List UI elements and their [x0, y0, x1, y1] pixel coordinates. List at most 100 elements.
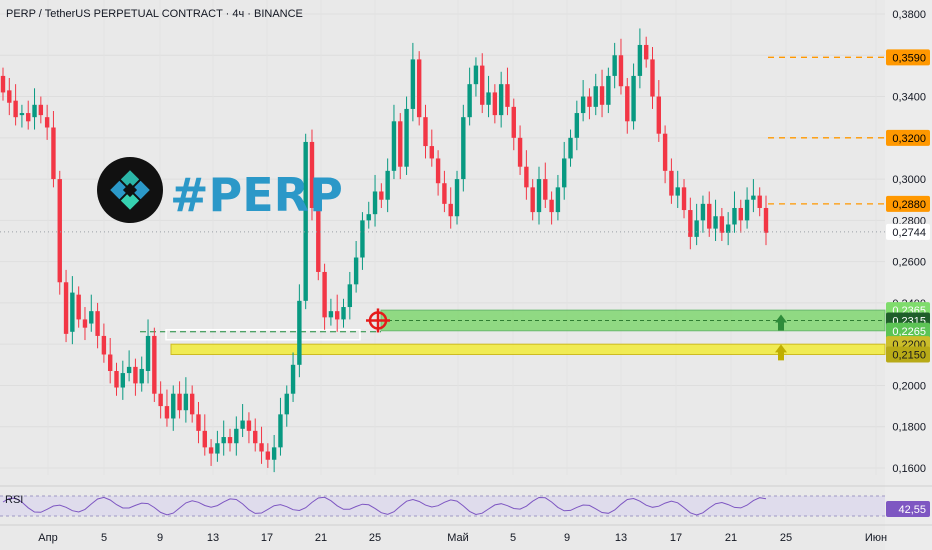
candle-body: [341, 307, 346, 320]
candle-body: [543, 179, 548, 200]
y-tick-label: 0,3400: [892, 92, 926, 104]
level-price-tag-text: 0,3200: [892, 133, 926, 145]
candle-body: [7, 90, 12, 103]
x-tick-label: 13: [207, 532, 219, 544]
candle-body: [26, 113, 31, 122]
candle-body: [688, 210, 693, 237]
candle-body: [57, 179, 62, 283]
rsi-band: [0, 496, 885, 516]
level-price-tag: [886, 49, 930, 66]
candle-body: [423, 117, 428, 147]
candle-body: [612, 55, 617, 76]
level-price-tag: [886, 129, 930, 146]
candle-body: [297, 300, 302, 365]
y-tick-label: 0,2600: [892, 257, 926, 269]
x-tick-label: 25: [780, 532, 792, 544]
candle-body: [454, 179, 460, 217]
candle-body: [328, 311, 334, 318]
candle-body: [398, 121, 403, 167]
candle-body: [536, 179, 542, 213]
candle-body: [70, 292, 75, 332]
candle-body: [44, 117, 50, 128]
candle-body: [562, 158, 567, 188]
x-tick-label: 25: [369, 532, 381, 544]
candle-body: [19, 113, 25, 116]
candle-body: [51, 127, 56, 180]
candle-body: [139, 368, 144, 384]
candle-body: [675, 187, 680, 196]
x-tick-label: Май: [447, 532, 469, 544]
candle-body: [189, 393, 195, 415]
candle-body: [473, 65, 479, 85]
candle-body: [694, 220, 699, 237]
candle-body: [385, 170, 390, 200]
candle-body: [227, 437, 233, 444]
x-tick-label: 5: [101, 532, 107, 544]
candle-body: [486, 92, 491, 105]
candle-body: [95, 311, 100, 336]
candle-body: [133, 366, 138, 384]
perp-logo-icon: [97, 157, 163, 223]
candle-body: [360, 220, 365, 258]
candle-body: [158, 393, 163, 407]
candle-body: [379, 191, 384, 200]
candle-body: [517, 137, 523, 167]
y-tick-label: 0,2000: [892, 380, 926, 392]
candle-body: [751, 195, 756, 200]
candle-body: [76, 294, 81, 320]
y-tick-label: 0,1800: [892, 422, 926, 434]
consolidation-box: [165, 329, 361, 341]
candle-body: [303, 141, 308, 301]
green-bottom-tag: [886, 322, 930, 339]
candle-body: [353, 257, 359, 285]
candle-body: [391, 121, 397, 171]
candle-body: [284, 393, 289, 415]
up-arrow-yellow-icon: [775, 344, 787, 361]
candle-body: [38, 104, 44, 116]
candle-body: [511, 106, 516, 138]
candle-body: [290, 364, 296, 394]
x-tick-label: 9: [564, 532, 570, 544]
candle-body: [114, 371, 119, 388]
candle-body: [625, 86, 630, 122]
candle-body: [240, 420, 245, 429]
rsi-value-text: 42,55: [898, 504, 926, 516]
price-axis[interactable]: [885, 0, 932, 550]
chart-title: PERP / TetherUS PERPETUAL CONTRACT · 4ч …: [6, 8, 303, 20]
candle-body: [196, 414, 201, 431]
level-price-tag-text: 0,2880: [892, 199, 926, 211]
rsi-line: [2, 496, 767, 516]
candle-body: [309, 141, 315, 208]
candle-body: [221, 437, 226, 444]
candle-body: [152, 335, 157, 394]
candle-body: [461, 117, 466, 180]
candle-body: [416, 59, 422, 118]
x-tick-label: Апр: [38, 532, 57, 544]
candle-body: [700, 203, 706, 221]
candle-body: [63, 282, 69, 334]
candle-body: [177, 393, 182, 411]
candle-body: [215, 443, 220, 454]
x-tick-label: 21: [725, 532, 737, 544]
candle-body: [574, 113, 580, 138]
x-tick-label: 13: [615, 532, 627, 544]
candle-body: [322, 271, 327, 318]
candle-body: [637, 44, 643, 76]
candle-body: [208, 447, 214, 454]
candle-body: [662, 133, 668, 171]
candle-body: [599, 86, 605, 105]
level-price-tag: [886, 195, 930, 212]
candle-body: [713, 216, 718, 229]
candle-body: [202, 430, 207, 448]
candle-body: [524, 166, 529, 188]
candle-body: [278, 414, 283, 448]
candle-body: [480, 65, 485, 105]
candle-body: [505, 84, 510, 107]
y-tick-label: 0,3800: [892, 9, 926, 21]
x-tick-label: 5: [510, 532, 516, 544]
candle-body: [719, 216, 725, 233]
candle-body: [120, 373, 126, 388]
candle-body: [171, 393, 176, 419]
candle-body: [13, 100, 18, 118]
